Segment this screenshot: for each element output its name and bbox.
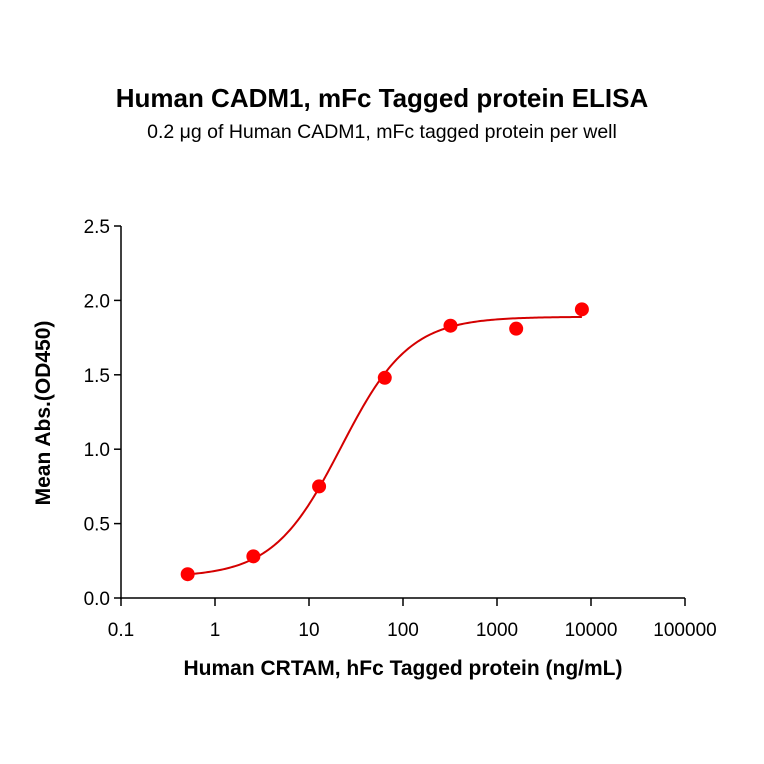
x-tick-label: 1000	[476, 620, 518, 641]
chart-subtitle: 0.2 μg of Human CADM1, mFc tagged protei…	[147, 121, 617, 143]
y-tick-label: 0.5	[84, 515, 110, 536]
data-point	[443, 318, 458, 333]
x-tick-label: 1	[210, 620, 221, 641]
data-point	[180, 567, 195, 582]
data-point	[246, 549, 261, 564]
y-tick-label: 0.0	[84, 589, 110, 610]
y-tick-label: 1.0	[84, 440, 110, 461]
axes: 0.0 0.5 1.0 1.5 2.0 2.5 0.1 1 10 100 1000 10000 1000…	[84, 217, 717, 641]
data-point	[574, 302, 589, 317]
x-tick-label: 0.1	[108, 620, 134, 641]
x-tick-label: 10000	[565, 620, 618, 641]
x-tick-label: 100000	[653, 620, 716, 641]
x-tick-label: 10	[298, 620, 319, 641]
data-points	[180, 302, 589, 582]
y-tick-label: 2.5	[84, 217, 110, 238]
y-axis-label: Mean Abs.(OD450)	[32, 321, 55, 506]
data-point	[509, 321, 524, 336]
fit-curve	[187, 315, 582, 576]
y-tick-label: 1.5	[84, 366, 110, 387]
x-tick-label: 100	[387, 620, 419, 641]
data-point	[312, 479, 327, 494]
y-tick-label: 2.0	[84, 291, 110, 312]
data-point	[377, 370, 392, 385]
x-axis-label: Human CRTAM, hFc Tagged protein (ng/mL)	[183, 657, 622, 680]
chart-title: Human CADM1, mFc Tagged protein ELISA	[115, 83, 649, 113]
